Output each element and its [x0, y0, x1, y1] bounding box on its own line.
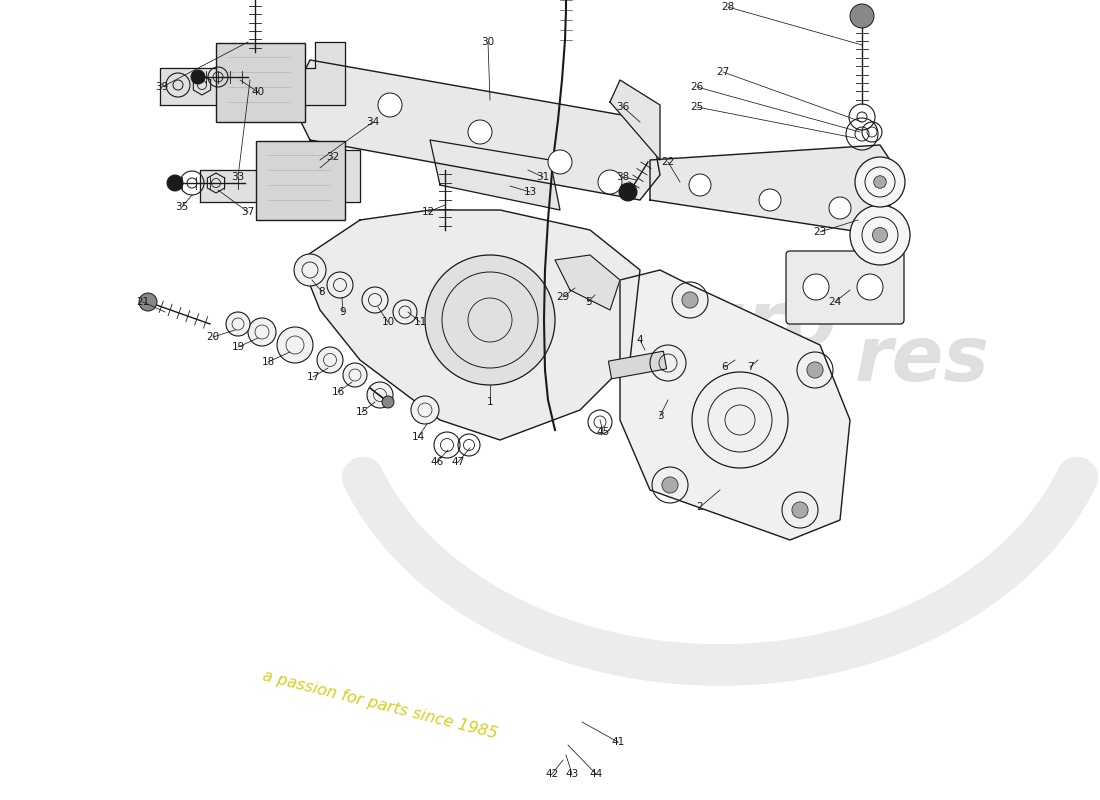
Text: 34: 34 — [366, 117, 379, 127]
Polygon shape — [556, 255, 620, 310]
Circle shape — [378, 93, 402, 117]
Circle shape — [393, 300, 417, 324]
Text: 12: 12 — [421, 207, 434, 217]
Circle shape — [382, 396, 394, 408]
FancyBboxPatch shape — [786, 251, 904, 324]
Text: 43: 43 — [565, 769, 579, 779]
Circle shape — [619, 183, 637, 201]
Text: 30: 30 — [482, 37, 495, 47]
Text: 10: 10 — [382, 317, 395, 327]
Circle shape — [548, 150, 572, 174]
Text: 6: 6 — [722, 362, 728, 372]
Circle shape — [598, 170, 622, 194]
Circle shape — [277, 327, 313, 363]
Text: 8: 8 — [319, 287, 326, 297]
Polygon shape — [610, 80, 660, 160]
Circle shape — [873, 176, 887, 188]
Text: 39: 39 — [155, 82, 168, 92]
Text: 28: 28 — [722, 2, 735, 12]
Text: 40: 40 — [252, 87, 265, 97]
Polygon shape — [650, 145, 890, 235]
Polygon shape — [430, 140, 560, 210]
Text: 44: 44 — [590, 769, 603, 779]
Text: 31: 31 — [537, 172, 550, 182]
Text: 27: 27 — [716, 67, 729, 77]
Circle shape — [468, 120, 492, 144]
Text: 33: 33 — [231, 172, 244, 182]
Text: 4: 4 — [637, 335, 644, 345]
Text: 11: 11 — [414, 317, 427, 327]
Circle shape — [248, 318, 276, 346]
Text: 46: 46 — [430, 457, 443, 467]
Circle shape — [689, 174, 711, 196]
Text: 32: 32 — [327, 152, 340, 162]
Text: 41: 41 — [612, 737, 625, 747]
Circle shape — [167, 175, 183, 191]
Text: 18: 18 — [262, 357, 275, 367]
Text: 7: 7 — [747, 362, 754, 372]
Text: 5: 5 — [585, 297, 592, 307]
Text: 25: 25 — [691, 102, 704, 112]
Circle shape — [872, 227, 888, 242]
Circle shape — [662, 477, 678, 493]
FancyBboxPatch shape — [216, 43, 305, 122]
Text: a passion for parts since 1985: a passion for parts since 1985 — [261, 669, 499, 742]
Text: 20: 20 — [207, 332, 220, 342]
Circle shape — [191, 70, 205, 84]
Circle shape — [682, 292, 698, 308]
Polygon shape — [160, 42, 345, 105]
Text: 16: 16 — [331, 387, 344, 397]
Polygon shape — [300, 210, 640, 440]
Circle shape — [803, 274, 829, 300]
Polygon shape — [200, 150, 360, 202]
Circle shape — [362, 287, 388, 313]
Circle shape — [759, 189, 781, 211]
Circle shape — [294, 254, 326, 286]
Circle shape — [327, 272, 353, 298]
Text: 42: 42 — [546, 769, 559, 779]
Polygon shape — [620, 270, 850, 540]
Text: 3: 3 — [657, 411, 663, 421]
Circle shape — [139, 293, 157, 311]
Polygon shape — [290, 60, 660, 200]
Text: 21: 21 — [136, 297, 150, 307]
Text: 36: 36 — [616, 102, 629, 112]
Text: 45: 45 — [596, 427, 609, 437]
FancyArrow shape — [608, 351, 667, 379]
Circle shape — [857, 274, 883, 300]
Text: 26: 26 — [691, 82, 704, 92]
Text: res: res — [855, 323, 990, 397]
Text: 24: 24 — [828, 297, 842, 307]
Circle shape — [317, 347, 343, 373]
Circle shape — [367, 382, 393, 408]
Text: 9: 9 — [340, 307, 346, 317]
Text: 2: 2 — [696, 502, 703, 512]
Text: 37: 37 — [241, 207, 254, 217]
Circle shape — [807, 362, 823, 378]
Text: 35: 35 — [175, 202, 188, 212]
Text: 13: 13 — [524, 187, 537, 197]
Text: 38: 38 — [616, 172, 629, 182]
Circle shape — [411, 396, 439, 424]
Text: 47: 47 — [451, 457, 464, 467]
Circle shape — [425, 255, 556, 385]
Circle shape — [792, 502, 808, 518]
Text: 14: 14 — [411, 432, 425, 442]
Circle shape — [343, 363, 367, 387]
Text: euro: euro — [640, 288, 836, 362]
Circle shape — [226, 312, 250, 336]
Text: 17: 17 — [307, 372, 320, 382]
Text: 19: 19 — [231, 342, 244, 352]
Text: 23: 23 — [813, 227, 826, 237]
Text: 22: 22 — [661, 157, 674, 167]
Circle shape — [850, 205, 910, 265]
Text: 1: 1 — [486, 397, 493, 407]
Circle shape — [829, 197, 851, 219]
Text: 15: 15 — [355, 407, 368, 417]
Text: 29: 29 — [557, 292, 570, 302]
Circle shape — [850, 4, 875, 28]
FancyBboxPatch shape — [256, 141, 345, 220]
Circle shape — [855, 157, 905, 207]
